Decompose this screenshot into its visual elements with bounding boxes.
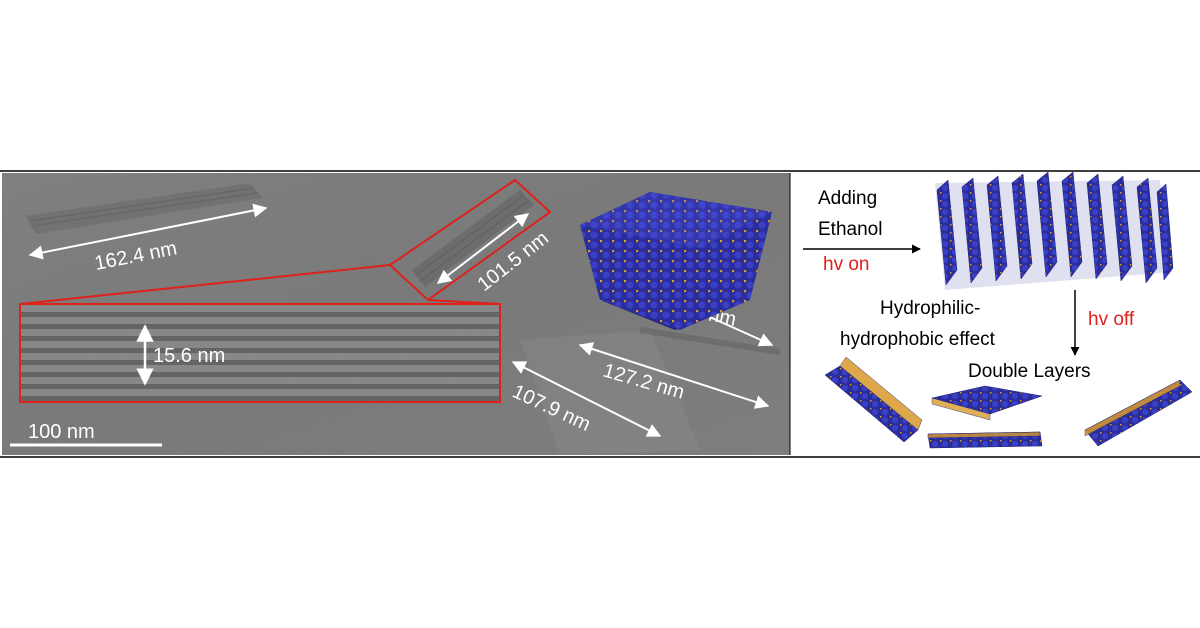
inset-measure-label: 15.6 nm — [153, 345, 225, 367]
hv-off-label: hv off — [1088, 309, 1135, 330]
scale-bar-label: 100 nm — [28, 421, 95, 443]
double-layer-models — [824, 356, 1193, 449]
double-layer-1 — [824, 365, 919, 443]
zoom-line-left — [19, 264, 391, 305]
hv-on-label: hv on — [823, 254, 869, 275]
effect-line2: hydrophobic effect — [840, 329, 996, 350]
step1-line2: Ethanol — [818, 219, 882, 240]
cube-model — [580, 192, 772, 330]
measure-arrow-1 — [28, 203, 268, 260]
step1-line1: Adding — [818, 188, 877, 209]
stacked-sheets-model — [935, 171, 1174, 290]
inset-border — [19, 303, 501, 403]
double-layer-2 — [931, 385, 1043, 415]
scheme-panel: Adding Ethanol hv on hv off Hydrophilic-… — [803, 171, 1193, 449]
measure-arrow-5 — [511, 361, 662, 437]
double-layer-4 — [1084, 379, 1193, 447]
measure-arrow-2 — [436, 213, 530, 284]
tem-micrograph: 15.6 nm 162.4 nm 101.5 nm 78.6 nm 127.2 … — [2, 173, 790, 455]
inset-zoom: 15.6 nm — [19, 303, 501, 403]
measure-arrow-4 — [578, 342, 770, 409]
effect-line1: Hydrophilic- — [880, 298, 980, 319]
highlight-box — [388, 178, 552, 302]
result-label: Double Layers — [968, 361, 1091, 382]
